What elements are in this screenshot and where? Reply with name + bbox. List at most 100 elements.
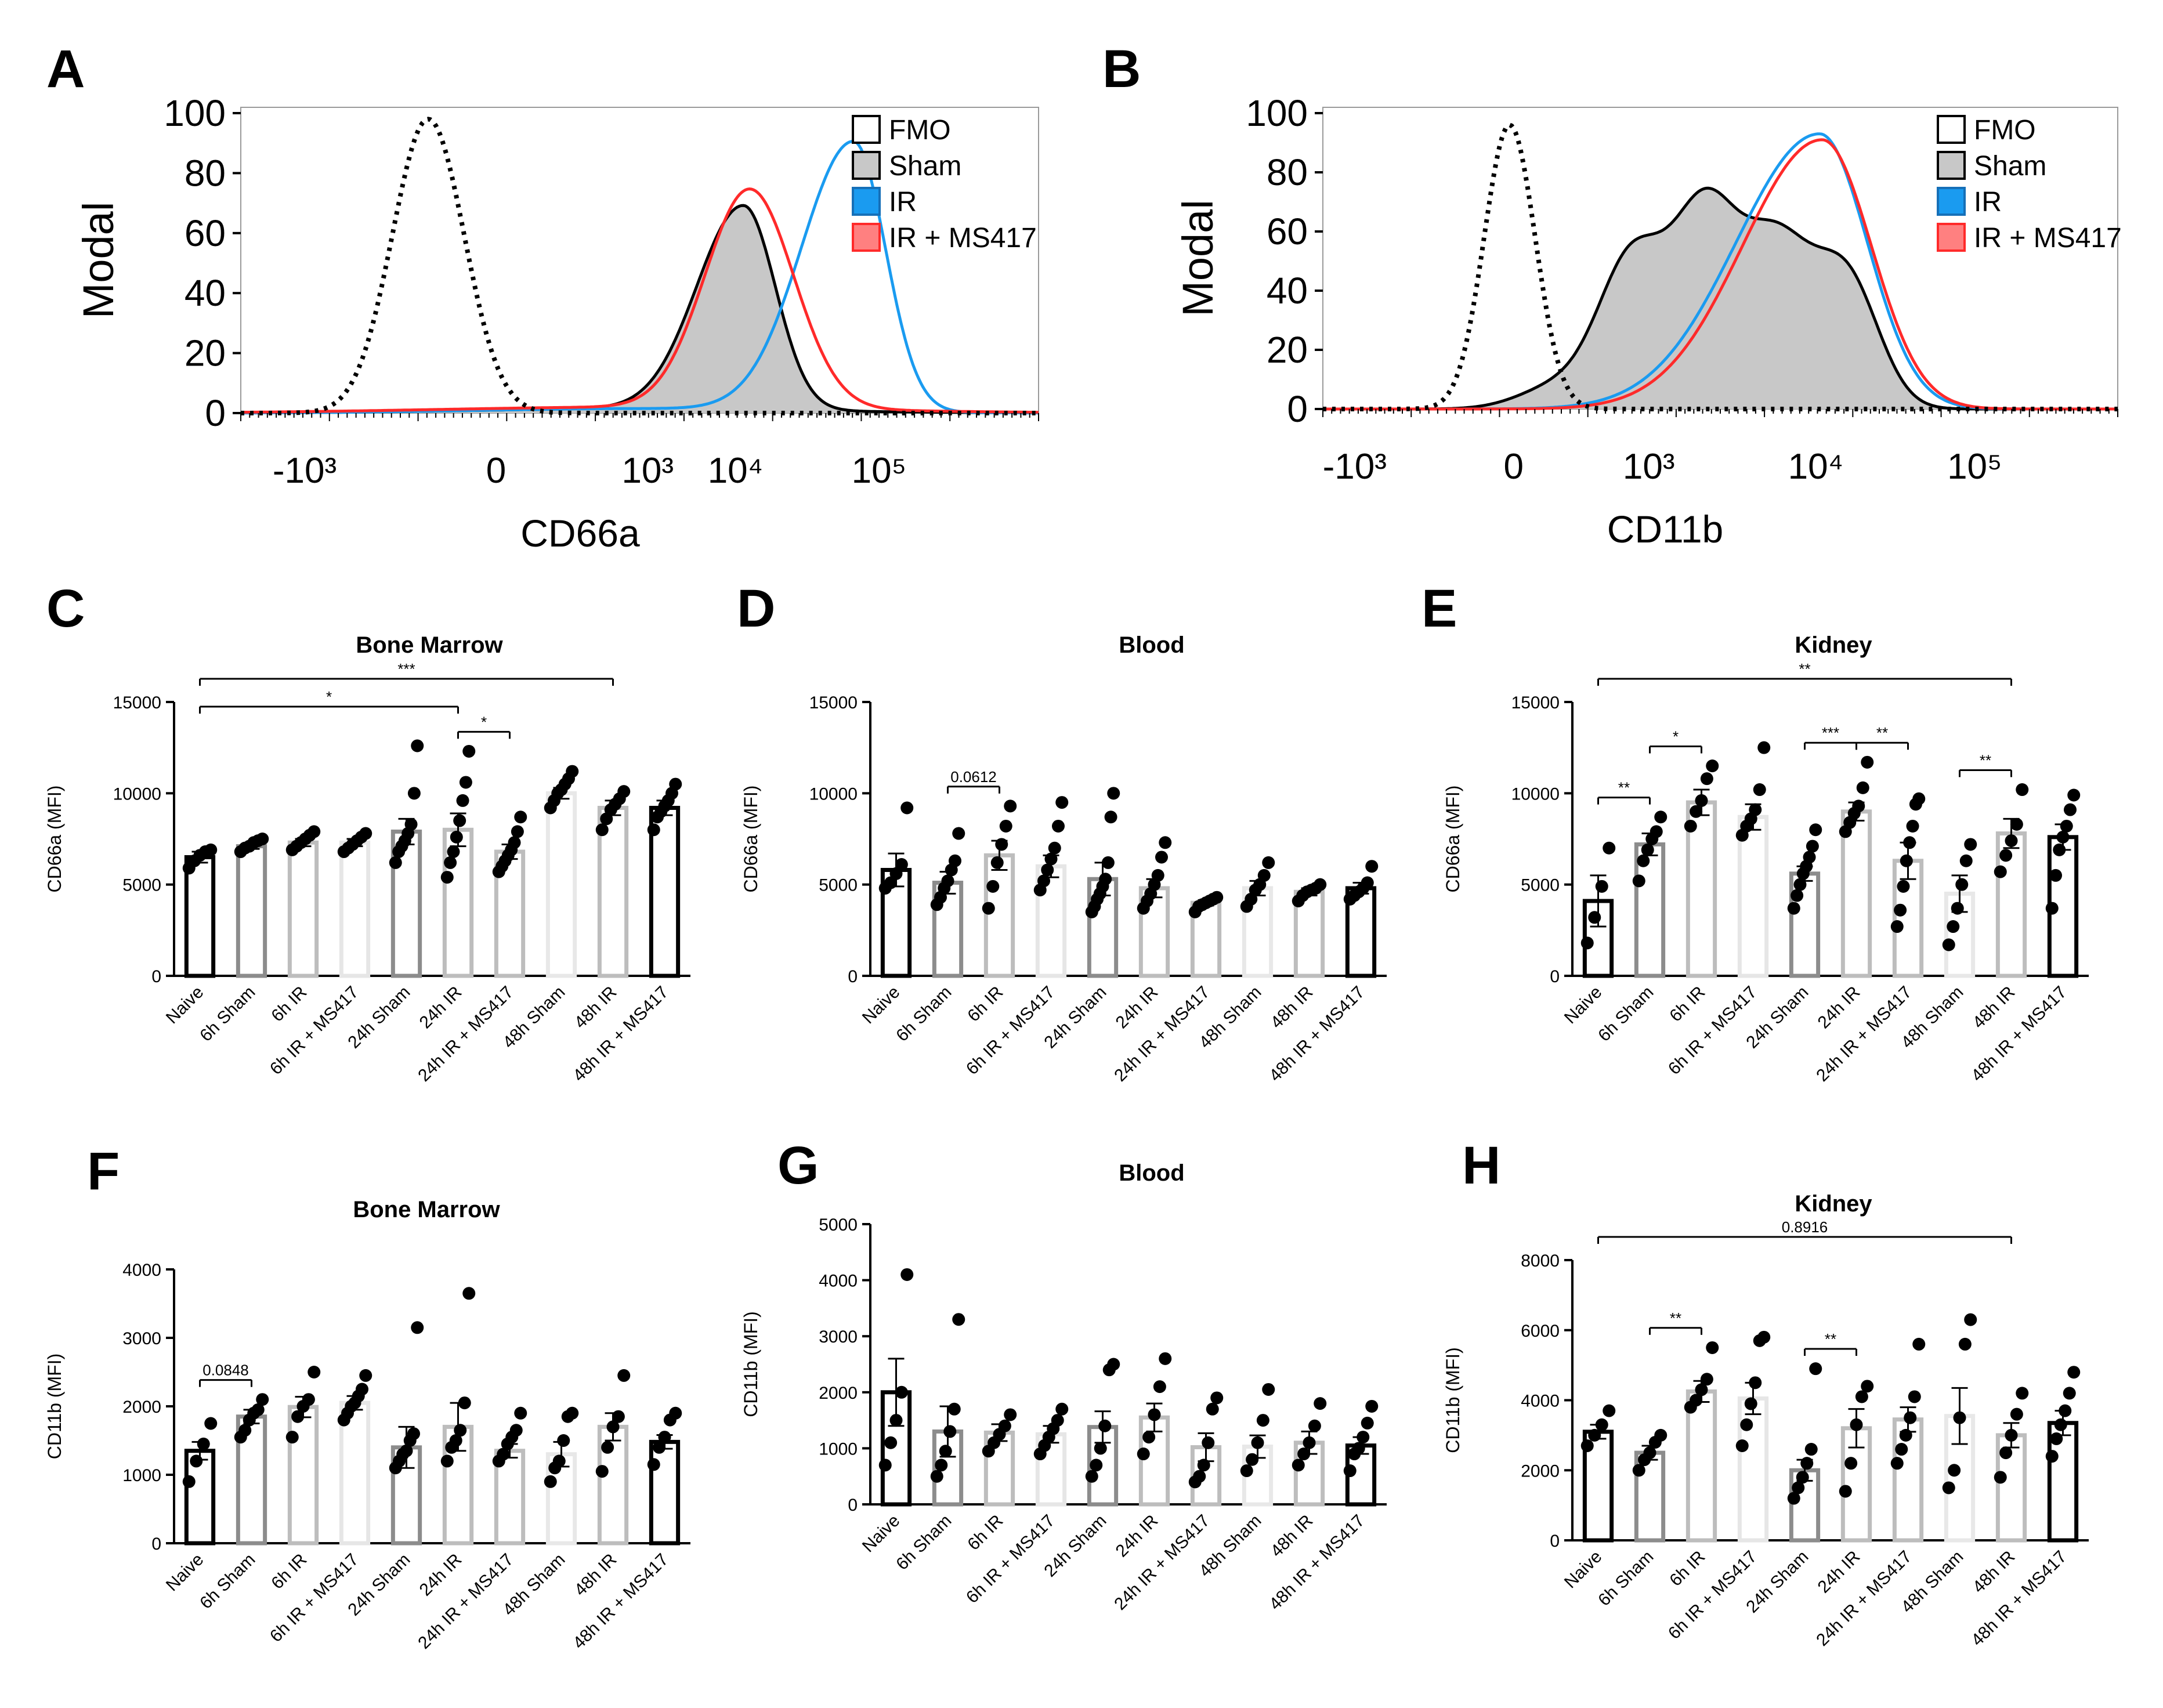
significance-label: **: [1670, 1309, 1681, 1327]
x-tick-label: 6h IR: [964, 1511, 1007, 1554]
data-point: [1142, 1431, 1156, 1444]
data-point: [1153, 1380, 1166, 1394]
legend-swatch-ir-ms417: [1937, 223, 1966, 252]
data-point: [511, 825, 524, 838]
y-tick-label: 10000: [113, 784, 161, 804]
x-tick-label: -10³: [273, 451, 337, 491]
data-point: [1055, 796, 1069, 809]
data-point: [1101, 856, 1115, 869]
data-point: [1749, 1376, 1762, 1389]
data-point: [1637, 854, 1650, 867]
x-tick-label: 24h IR: [416, 1550, 466, 1600]
data-point: [878, 1459, 892, 1472]
legend-label-fmo: FMO: [1974, 115, 2036, 146]
x-tick-label: 6h IR: [1666, 983, 1709, 1026]
y-tick-label: 3000: [122, 1329, 161, 1348]
data-point: [440, 871, 454, 884]
data-point: [1262, 856, 1275, 869]
data-point: [1159, 1352, 1172, 1365]
bar: [1789, 871, 1821, 978]
data-point: [407, 787, 421, 800]
data-point: [1643, 1446, 1656, 1460]
y-tick-label: 2000: [122, 1398, 161, 1417]
data-point: [1958, 1337, 1972, 1351]
data-point: [2016, 1387, 2029, 1400]
data-point: [1580, 936, 1594, 950]
data-point: [669, 777, 682, 791]
y-axis-label: CD66a (MFI): [1442, 786, 1463, 893]
data-point: [1308, 1419, 1321, 1432]
data-point: [2067, 788, 2081, 802]
data-point: [389, 856, 402, 869]
data-point: [1193, 1470, 1206, 1483]
chart-title: Blood: [1119, 1160, 1184, 1186]
y-tick-label: 5000: [819, 876, 858, 895]
data-point: [204, 843, 218, 856]
x-tick-label: 10³: [1623, 447, 1675, 487]
y-axis-label: CD66a (MFI): [44, 786, 65, 893]
x-tick-label: Naive: [162, 1550, 208, 1595]
x-tick-label: Naive: [859, 1511, 904, 1557]
data-point: [1900, 854, 1913, 867]
y-tick-label: 0: [1550, 1532, 1560, 1551]
x-tick-label: 24h IR + MS417: [1111, 983, 1213, 1085]
y-tick-label: 4000: [819, 1272, 858, 1291]
data-point: [1908, 1390, 1921, 1403]
x-tick-label: 48h IR: [1969, 983, 2019, 1033]
data-point: [2063, 1387, 2076, 1400]
data-point: [459, 776, 472, 789]
data-point: [1809, 823, 1822, 837]
x-tick-label: Naive: [162, 983, 208, 1028]
y-tick-label: 80: [1267, 151, 1308, 193]
legend-swatch-ir: [1937, 187, 1966, 216]
data-point: [1890, 920, 1904, 933]
data-point: [2067, 1366, 2081, 1379]
bar: [1892, 859, 1924, 978]
y-tick-label: 0: [1550, 967, 1560, 986]
data-point: [952, 827, 965, 840]
data-point: [1251, 1436, 1264, 1449]
data-point: [359, 1369, 372, 1382]
data-point: [1690, 805, 1703, 818]
ir-ms417-histogram-line: [241, 187, 1039, 414]
data-point: [939, 1445, 952, 1458]
data-point: [647, 1458, 660, 1471]
significance-label: 0.0612: [950, 768, 997, 786]
data-point: [2060, 819, 2073, 833]
data-point: [986, 880, 1000, 893]
legend-label-sham: Sham: [1974, 151, 2046, 182]
x-tick-label: 48h IR + MS417: [1265, 983, 1368, 1085]
y-tick-label: 0: [151, 967, 161, 986]
data-point: [1595, 1418, 1608, 1431]
x-tick-label: 10³: [621, 451, 674, 491]
data-point: [1037, 874, 1051, 888]
data-point: [1906, 819, 1919, 833]
x-tick-label: 10⁵: [852, 451, 907, 491]
data-point: [1055, 1402, 1069, 1416]
data-point: [1951, 902, 1964, 915]
data-point: [1094, 1442, 1107, 1455]
data-point: [617, 1369, 631, 1382]
data-point: [990, 856, 1004, 869]
data-point: [1159, 836, 1172, 849]
bar: [184, 855, 216, 978]
histogram-panel-a: 0 20 40 60 80 100 -10³ 0 10³ 10⁴ 10⁵ CD66a Modal FMO S…: [74, 92, 1039, 555]
y-tick-label: 15000: [809, 693, 858, 712]
significance-label: ***: [1822, 724, 1839, 741]
data-point: [1257, 869, 1271, 882]
data-point: [1804, 1443, 1818, 1456]
y-tick-label: 6000: [1521, 1322, 1560, 1341]
data-point: [1603, 841, 1616, 855]
chart-title: Kidney: [1795, 632, 1872, 658]
bar: [545, 791, 577, 978]
legend-swatch-fmo: [852, 115, 881, 144]
data-point: [1098, 1419, 1112, 1432]
data-point: [1793, 878, 1807, 891]
y-tick-label: 4000: [1521, 1392, 1560, 1411]
data-point: [1684, 819, 1697, 833]
data-point: [930, 1470, 943, 1483]
data-point: [449, 1434, 462, 1447]
data-point: [404, 817, 418, 831]
